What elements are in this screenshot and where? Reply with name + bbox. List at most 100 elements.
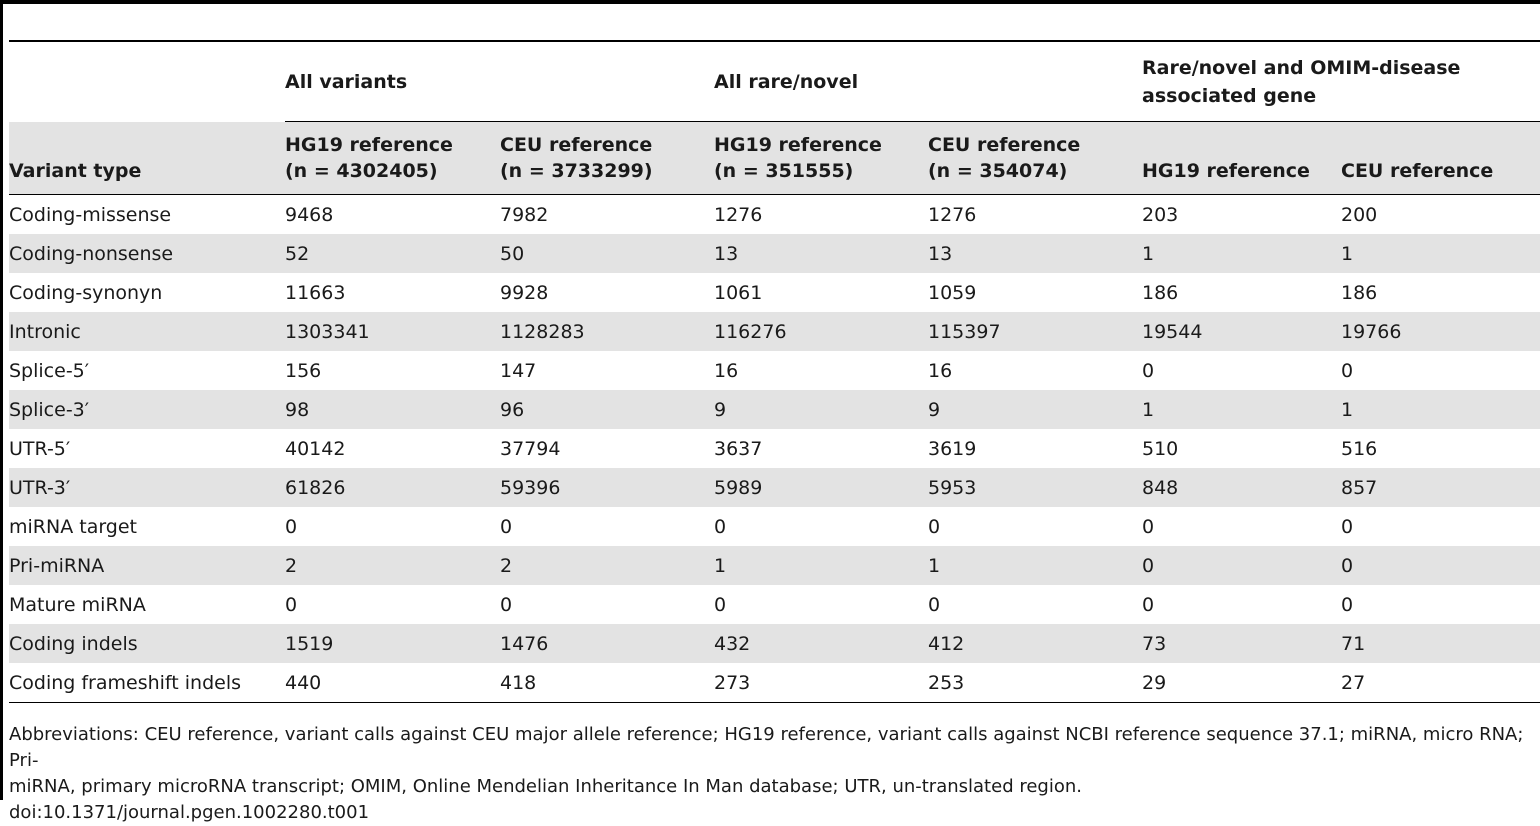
value-cell-c6: 857: [1341, 468, 1540, 507]
value-cell-c4: 0: [928, 593, 941, 616]
value-cell-c6: 19766: [1341, 312, 1540, 351]
value-cell-c4: 115397: [928, 312, 1142, 351]
value-cell-c6: 71: [1341, 624, 1540, 663]
value-cell-c6: 1: [1341, 234, 1540, 273]
value-cell-c4: 1: [928, 546, 1142, 585]
variant-type-cell: Intronic: [9, 312, 285, 351]
value-cell-c2: 147: [500, 359, 537, 382]
table-row: Splice-5′ 156 147 16 16 0 0: [9, 351, 1540, 390]
column-header-rare-ceu: CEU reference (n = 354074): [928, 121, 1142, 195]
value-cell-c3: 432: [714, 624, 928, 663]
variant-type-cell: UTR-3′: [9, 468, 285, 507]
value-cell-c5: 848: [1142, 468, 1341, 507]
column-header-all-hg19-line2: (n = 4302405): [285, 160, 438, 182]
value-cell-c2: 59396: [500, 468, 714, 507]
variant-table: All variants All rare/novel Rare/novel a…: [9, 40, 1540, 703]
value-cell-c1: 1303341: [285, 312, 500, 351]
value-cell-c6: 0: [1341, 546, 1540, 585]
value-cell-c2: 0: [500, 515, 513, 538]
value-cell-c3: 3637: [714, 437, 763, 460]
value-cell-c3: 1061: [714, 281, 763, 304]
value-cell-c3: 16: [714, 359, 739, 382]
column-header-rare-ceu-line2: (n = 354074): [928, 160, 1068, 182]
footnote-abbreviations-line2: miRNA, primary microRNA transcript; OMIM…: [9, 776, 1082, 797]
column-header-rare-hg19: HG19 reference (n = 351555): [714, 121, 928, 195]
column-header-omim-hg19: HG19 reference: [1142, 121, 1341, 195]
value-cell-c1: 2: [285, 546, 500, 585]
variant-type-cell: Coding-missense: [9, 203, 172, 226]
group-header-all-variants: All variants: [285, 42, 714, 122]
column-header-variant-type-label: Variant type: [9, 159, 142, 182]
value-cell-c5: 29: [1142, 663, 1341, 703]
table-row: Mature miRNA 0 0 0 0 0 0: [9, 585, 1540, 624]
value-cell-c1: 156: [285, 359, 322, 382]
value-cell-c1: 11663: [285, 281, 346, 304]
column-header-omim-ceu: CEU reference: [1341, 121, 1540, 195]
left-border: [0, 0, 3, 800]
value-cell-c1: 0: [285, 515, 298, 538]
value-cell-c3: 13: [714, 234, 928, 273]
value-cell-c3: 9: [714, 390, 928, 429]
value-cell-c2: 7982: [500, 203, 549, 226]
value-cell-c4: 412: [928, 624, 1142, 663]
table-row: Coding-nonsense 52 50 13 13 1 1: [9, 234, 1540, 273]
footnote-doi: doi:10.1371/journal.pgen.1002280.t001: [9, 802, 370, 823]
table-row: Coding frameshift indels 440 418 273 253 29 27: [9, 663, 1540, 703]
table-footnote: Abbreviations: CEU reference, variant ca…: [9, 722, 1537, 826]
variant-type-cell: Splice-5′: [9, 359, 90, 382]
table-row: UTR-5′ 40142 37794 3637 3619 510 516: [9, 429, 1540, 468]
value-cell-c4: 13: [928, 234, 1142, 273]
value-cell-c6: 0: [1341, 359, 1354, 382]
table-body: Coding-missense 9468 7982 1276 1276 203 200 Cod…: [9, 195, 1540, 703]
variant-type-cell: Coding-synonyn: [9, 281, 163, 304]
value-cell-c6: 0: [1341, 515, 1354, 538]
value-cell-c3: 0: [714, 593, 727, 616]
value-cell-c5: 73: [1142, 624, 1341, 663]
value-cell-c6: 200: [1341, 203, 1378, 226]
value-cell-c5: 1: [1142, 390, 1341, 429]
value-cell-c6: 1: [1341, 390, 1540, 429]
top-border: [0, 0, 1540, 4]
value-cell-c6: 186: [1341, 281, 1378, 304]
group-header-row: All variants All rare/novel Rare/novel a…: [9, 42, 1540, 122]
value-cell-c1: 40142: [285, 437, 346, 460]
value-cell-c2: 418: [500, 663, 714, 703]
value-cell-c1: 9468: [285, 203, 334, 226]
value-cell-c5: 1: [1142, 234, 1341, 273]
value-cell-c2: 1128283: [500, 312, 714, 351]
column-header-rare-ceu-line1: CEU reference: [928, 134, 1081, 156]
column-header-all-ceu-line1: CEU reference: [500, 134, 653, 156]
table-row: Splice-3′ 98 96 9 9 1 1: [9, 390, 1540, 429]
column-header-omim-hg19-label: HG19 reference: [1142, 160, 1310, 182]
value-cell-c5: 203: [1142, 203, 1179, 226]
group-header-all-rare-novel-label: All rare/novel: [714, 70, 859, 93]
column-header-row: Variant type HG19 reference (n = 4302405…: [9, 121, 1540, 195]
value-cell-c3: 0: [714, 515, 727, 538]
column-header-variant-type: Variant type: [9, 121, 285, 195]
variant-type-cell: Coding-nonsense: [9, 234, 285, 273]
group-header-rare-novel-omim-label: Rare/novel and OMIM-disease associated g…: [1142, 56, 1461, 107]
table-row: UTR-3′ 61826 59396 5989 5953 848 857: [9, 468, 1540, 507]
value-cell-c6: 0: [1341, 593, 1354, 616]
value-cell-c3: 1: [714, 546, 928, 585]
value-cell-c5: 510: [1142, 437, 1179, 460]
column-header-omim-ceu-label: CEU reference: [1341, 160, 1494, 182]
value-cell-c1: 1519: [285, 624, 500, 663]
group-header-rare-novel-omim: Rare/novel and OMIM-disease associated g…: [1142, 42, 1540, 122]
value-cell-c6: 27: [1341, 663, 1540, 703]
variant-type-cell: UTR-5′: [9, 437, 71, 460]
value-cell-c1: 61826: [285, 468, 500, 507]
value-cell-c4: 3619: [928, 437, 977, 460]
value-cell-c4: 1059: [928, 281, 977, 304]
value-cell-c2: 2: [500, 546, 714, 585]
table-row: Pri-miRNA 2 2 1 1 0 0: [9, 546, 1540, 585]
value-cell-c5: 0: [1142, 515, 1155, 538]
value-cell-c1: 52: [285, 234, 500, 273]
value-cell-c3: 5989: [714, 468, 928, 507]
footnote-abbreviations-line1: Abbreviations: CEU reference, variant ca…: [9, 724, 1524, 771]
value-cell-c5: 0: [1142, 593, 1155, 616]
value-cell-c2: 50: [500, 234, 714, 273]
value-cell-c3: 1276: [714, 203, 763, 226]
group-header-all-variants-label: All variants: [285, 70, 408, 93]
value-cell-c1: 0: [285, 593, 298, 616]
